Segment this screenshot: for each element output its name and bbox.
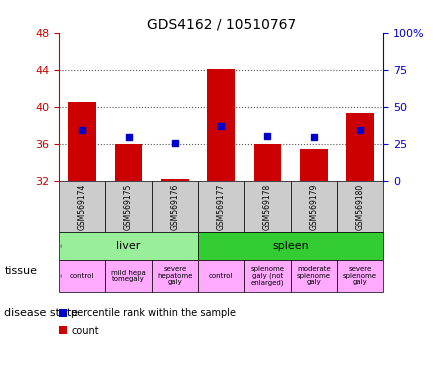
Bar <box>152 260 198 292</box>
Text: GSM569179: GSM569179 <box>309 184 318 230</box>
Text: GSM569177: GSM569177 <box>217 184 226 230</box>
Bar <box>244 181 291 232</box>
Text: percentile rank within the sample: percentile rank within the sample <box>71 308 237 318</box>
Text: severe
hepatome
galy: severe hepatome galy <box>157 266 193 285</box>
Text: control: control <box>209 273 233 279</box>
Text: GSM569175: GSM569175 <box>124 184 133 230</box>
Text: GSM569178: GSM569178 <box>263 184 272 230</box>
Text: count: count <box>71 326 99 336</box>
Text: spleen: spleen <box>272 241 309 251</box>
Bar <box>337 260 383 292</box>
Text: splenome
galy (not
enlarged): splenome galy (not enlarged) <box>251 266 285 286</box>
Text: GSM569180: GSM569180 <box>356 184 364 230</box>
Bar <box>59 181 106 232</box>
Bar <box>337 181 383 232</box>
Bar <box>291 260 337 292</box>
Bar <box>207 69 235 181</box>
Bar <box>161 179 189 181</box>
Title: GDS4162 / 10510767: GDS4162 / 10510767 <box>147 18 296 31</box>
Bar <box>198 181 244 232</box>
Text: moderate
splenome
galy: moderate splenome galy <box>297 266 331 285</box>
Bar <box>198 232 383 260</box>
Text: tissue: tissue <box>4 266 37 276</box>
Bar <box>244 260 291 292</box>
Bar <box>59 260 106 292</box>
Text: mild hepa
tomegaly: mild hepa tomegaly <box>111 270 146 282</box>
Text: disease state: disease state <box>4 308 78 318</box>
Bar <box>291 181 337 232</box>
Bar <box>106 260 152 292</box>
Bar <box>346 113 374 181</box>
Bar <box>152 181 198 232</box>
Bar <box>106 181 152 232</box>
Text: GSM569174: GSM569174 <box>78 184 87 230</box>
Text: severe
splenome
galy: severe splenome galy <box>343 266 377 285</box>
Bar <box>115 144 142 181</box>
Bar <box>254 144 281 181</box>
Text: control: control <box>70 273 95 279</box>
Bar <box>300 149 328 181</box>
Bar <box>198 260 244 292</box>
Text: liver: liver <box>117 241 141 251</box>
Bar <box>59 232 198 260</box>
Bar <box>68 103 96 181</box>
Text: GSM569176: GSM569176 <box>170 184 180 230</box>
